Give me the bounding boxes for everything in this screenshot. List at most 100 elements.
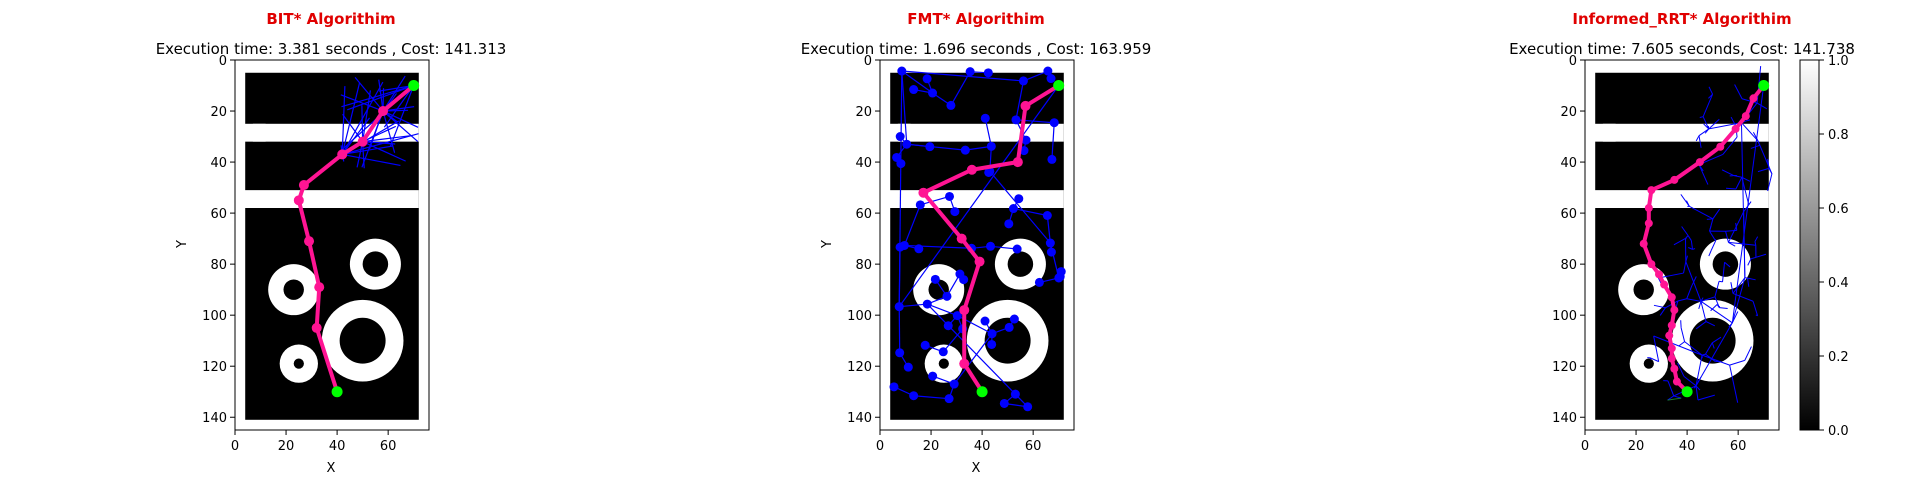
tree-edge xyxy=(341,82,361,155)
path-node xyxy=(378,106,389,117)
path-node xyxy=(1716,142,1725,151)
map-free-region xyxy=(1585,190,1769,208)
tree-edge xyxy=(342,113,364,143)
y-tick-label: 120 xyxy=(1552,360,1577,375)
tree-edge xyxy=(1695,322,1733,387)
chart-subtitle-fmt: Execution time: 1.696 seconds , Cost: 16… xyxy=(801,40,1152,58)
goal-point xyxy=(331,386,343,398)
tree-edge xyxy=(1743,211,1746,278)
tree-node xyxy=(983,68,993,78)
tree-edge xyxy=(1711,342,1715,349)
start-point xyxy=(1758,80,1770,92)
path-node xyxy=(1012,157,1023,168)
tree-node xyxy=(952,311,962,321)
tree-node xyxy=(943,321,953,331)
tree-edge xyxy=(1741,98,1758,104)
tree-node xyxy=(1047,154,1057,164)
y-tick-label: 40 xyxy=(210,156,227,171)
tree-edge xyxy=(1709,226,1712,232)
tree-edge xyxy=(899,303,928,308)
tree-node xyxy=(902,139,912,149)
tree-node xyxy=(987,329,997,339)
y-tick-label: 100 xyxy=(202,309,227,324)
tree-node xyxy=(944,394,954,404)
tree-node xyxy=(946,100,956,110)
x-axis-label-bit: X xyxy=(327,461,336,476)
tree-edge xyxy=(383,85,415,128)
tree-edge xyxy=(1678,341,1685,347)
path-node xyxy=(1647,260,1656,269)
path-node xyxy=(1731,124,1740,133)
tree-edge xyxy=(1710,240,1717,251)
path-node xyxy=(918,187,929,198)
tree-edge xyxy=(1650,357,1659,363)
tree-node xyxy=(928,371,938,381)
path-node xyxy=(1695,158,1704,167)
map-free-region xyxy=(880,60,891,430)
tree-node xyxy=(960,145,970,155)
y-tick-label: 0 xyxy=(1569,54,1577,69)
tree-edge xyxy=(1690,240,1694,250)
tree-edge xyxy=(1705,353,1716,362)
tree-edge xyxy=(1747,119,1751,122)
tree-edge xyxy=(342,153,401,167)
tree-node xyxy=(1018,76,1028,86)
tree-edge xyxy=(1653,335,1660,362)
colorbar-tick-label: 0.4 xyxy=(1828,276,1849,291)
tree-node xyxy=(896,159,906,169)
tree-node xyxy=(1042,210,1052,220)
y-tick-label: 80 xyxy=(1560,258,1577,273)
map-free-region xyxy=(1602,123,1616,142)
tree-node xyxy=(1011,115,1021,125)
tree-node xyxy=(1043,66,1053,76)
path-node xyxy=(956,233,967,244)
tree-node xyxy=(1004,322,1014,332)
y-tick-label: 60 xyxy=(855,207,872,222)
tree-edge xyxy=(382,110,396,153)
path-node xyxy=(959,305,970,316)
tree-edge xyxy=(1744,346,1752,361)
tree-node xyxy=(1045,238,1055,248)
tree-edge xyxy=(1747,277,1756,281)
x-tick-label: 40 xyxy=(329,439,346,454)
path-node xyxy=(337,149,348,160)
tree-edge xyxy=(913,395,950,400)
tree-edge xyxy=(362,141,396,145)
tree-edge xyxy=(1735,177,1743,190)
chart-title-informed-rrt: Informed_RRT* Algorithim xyxy=(1572,10,1791,28)
tree-edge xyxy=(1698,128,1710,137)
tree-edge xyxy=(341,117,371,155)
tree-edge xyxy=(989,171,1051,244)
tree-edge xyxy=(1667,380,1675,397)
tree-edge xyxy=(1677,362,1685,377)
tree-edge xyxy=(1708,122,1742,130)
tree-node xyxy=(1012,244,1022,254)
path-node xyxy=(1749,94,1758,103)
map-ring-core xyxy=(938,358,949,369)
tree-edge xyxy=(362,134,412,143)
tree-edge xyxy=(1705,342,1713,355)
tree-node xyxy=(965,67,975,77)
tree-edge xyxy=(1748,201,1752,206)
x-tick-label: 0 xyxy=(1581,439,1589,454)
tree-edge xyxy=(1755,253,1767,258)
tree-edge xyxy=(1015,80,1025,120)
y-tick-label: 40 xyxy=(1560,156,1577,171)
tree-edge xyxy=(1677,298,1687,302)
map-ring-core xyxy=(339,317,386,364)
tree-edge xyxy=(1691,276,1697,286)
tree-edge xyxy=(1757,140,1773,174)
y-axis-label-fmt: Y xyxy=(820,240,835,249)
tree-edge xyxy=(1729,359,1745,366)
colorbar-tick-label: 0.2 xyxy=(1828,350,1849,365)
colorbar-gradient xyxy=(1799,59,1820,431)
tree-edge xyxy=(1689,205,1714,220)
tree-node xyxy=(922,299,932,309)
x-tick-label: 0 xyxy=(876,439,884,454)
x-tick-label: 20 xyxy=(278,439,295,454)
x-tick-label: 40 xyxy=(974,439,991,454)
tree-edge xyxy=(1709,230,1717,242)
y-tick-label: 100 xyxy=(847,309,872,324)
map-ring-core xyxy=(1633,279,1654,300)
tree-edge xyxy=(1721,169,1734,176)
